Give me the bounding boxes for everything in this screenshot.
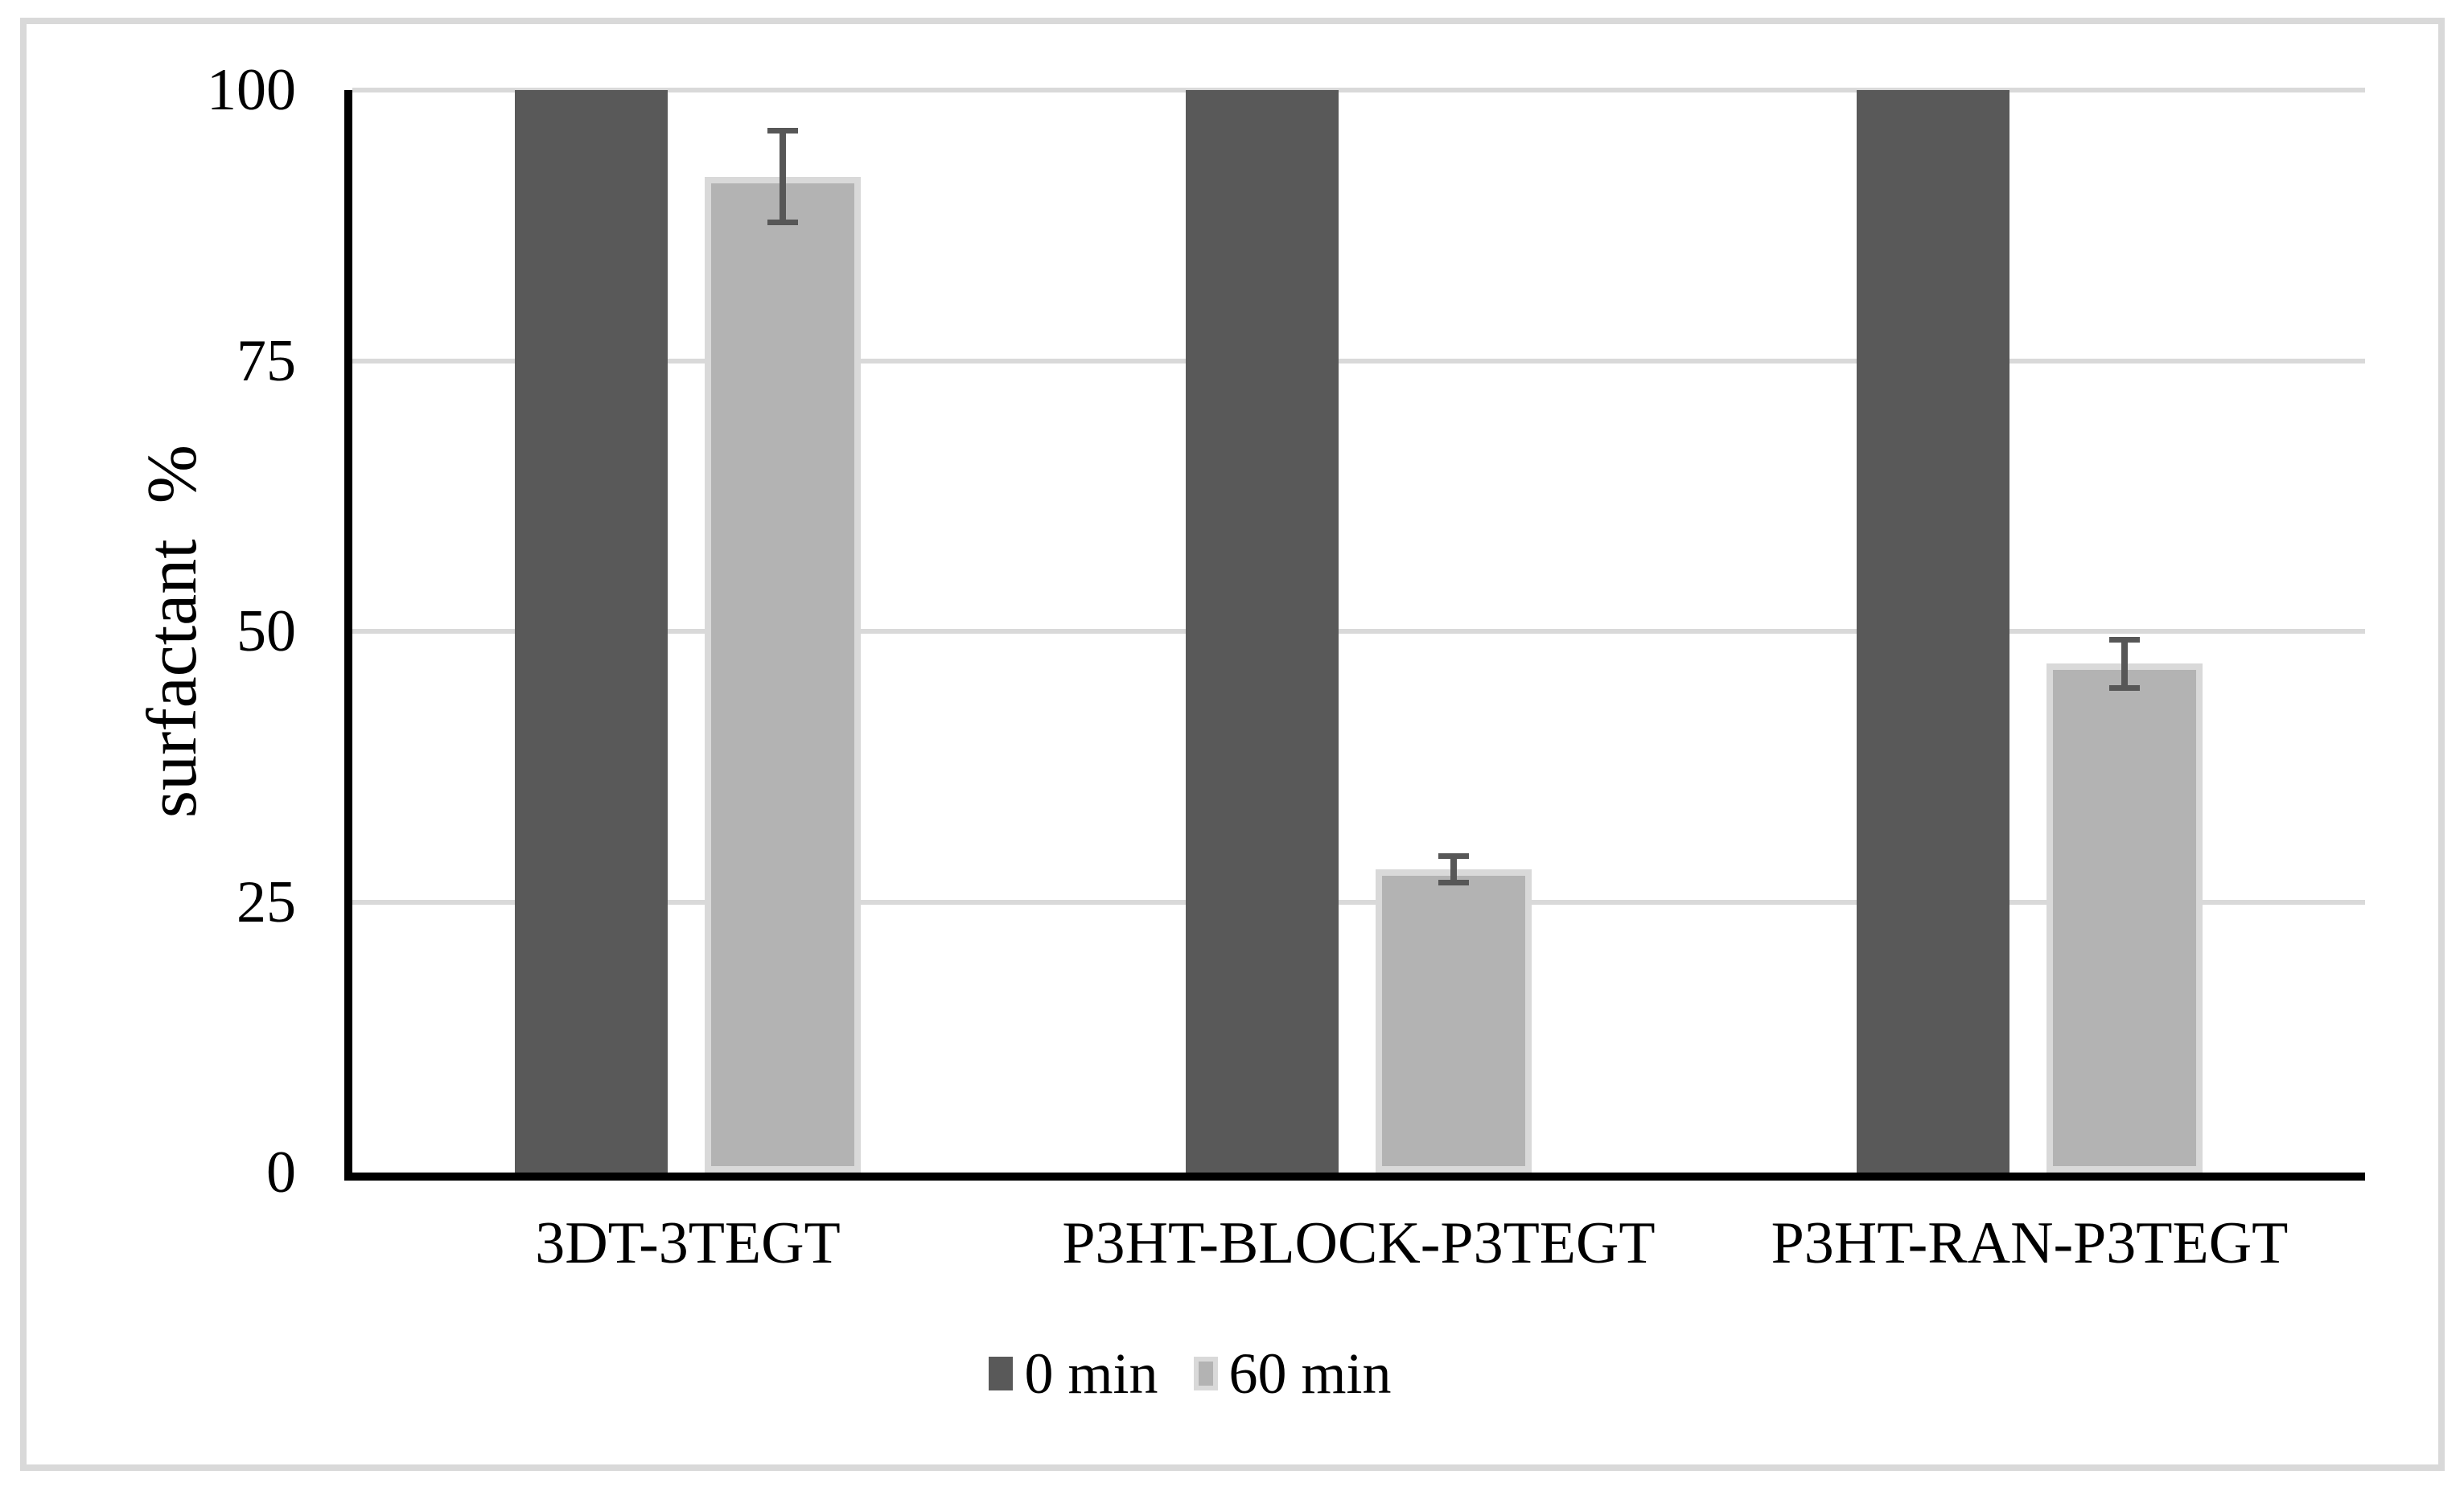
bar-0-min: [1857, 90, 2009, 1173]
x-category-label: P3HT-RAN-P3TEGT: [1771, 1210, 2289, 1276]
y-tick-label: 50: [237, 598, 296, 664]
error-bar-line: [1450, 858, 1457, 881]
legend: 0 min 60 min: [0, 1345, 2464, 1403]
bar-group-3: [1694, 90, 2365, 1173]
error-bar-line: [780, 133, 786, 220]
gridline-100: [352, 88, 2365, 92]
y-tick-label: 0: [266, 1140, 296, 1206]
gridline-75: [352, 358, 2365, 364]
y-axis-ticks: 0 25 50 75 100: [0, 60, 296, 1202]
bar-60-min: [1376, 869, 1532, 1173]
y-tick-label: 25: [237, 869, 296, 935]
bar-60-min: [705, 176, 861, 1173]
x-category-label: P3HT-BLOCK-P3TEGT: [1062, 1210, 1656, 1276]
gridline-25: [352, 899, 2365, 905]
gridline-50: [352, 629, 2365, 634]
error-bar: [1438, 852, 1469, 886]
legend-entry-60-min: 60 min: [1193, 1341, 1392, 1406]
error-bar: [767, 128, 798, 226]
bar-0-min: [515, 90, 668, 1173]
error-bar: [2109, 636, 2140, 692]
x-category-label: 3DT-3TEGT: [535, 1210, 841, 1276]
y-tick-label: 75: [237, 327, 296, 394]
bar-60-min: [2046, 663, 2203, 1173]
x-axis-labels: 3DT-3TEGT P3HT-BLOCK-P3TEGT P3HT-RAN-P3TEG…: [352, 1210, 2365, 1276]
legend-label: 60 min: [1228, 1341, 1392, 1406]
legend-swatch: [989, 1357, 1014, 1390]
bar-group-2: [1023, 90, 1694, 1173]
legend-swatch: [1193, 1357, 1218, 1390]
bar-group-1: [352, 90, 1023, 1173]
error-bar-line: [2121, 642, 2128, 686]
y-tick-label: 100: [207, 57, 296, 123]
legend-entry-0-min: 0 min: [989, 1345, 1158, 1403]
bar-0-min: [1186, 90, 1339, 1173]
legend-label: 0 min: [1024, 1341, 1158, 1406]
plot-area: [344, 88, 2365, 1181]
